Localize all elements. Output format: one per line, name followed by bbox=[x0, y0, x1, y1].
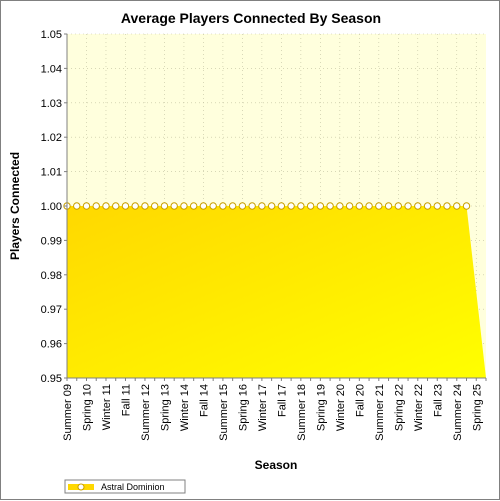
data-point bbox=[209, 202, 217, 210]
x-tick-label: Spring 25 bbox=[471, 384, 483, 431]
x-tick-label: Spring 22 bbox=[393, 384, 405, 431]
data-point bbox=[326, 202, 334, 210]
y-tick-label: 0.95 bbox=[41, 373, 62, 385]
data-point bbox=[141, 202, 149, 210]
data-point bbox=[121, 202, 130, 210]
y-tick-label: 1.00 bbox=[41, 201, 62, 213]
data-point bbox=[219, 202, 227, 210]
x-tick-label: Fall 23 bbox=[432, 384, 444, 417]
y-tick-label: 0.96 bbox=[41, 339, 62, 351]
x-tick-label: Winter 22 bbox=[413, 384, 425, 431]
data-point bbox=[238, 202, 247, 210]
data-point bbox=[384, 202, 393, 210]
y-tick-label: 0.99 bbox=[41, 235, 62, 247]
x-tick-label: Spring 13 bbox=[159, 384, 171, 431]
data-point bbox=[306, 202, 315, 210]
data-point bbox=[365, 202, 373, 210]
x-tick-label: Summer 09 bbox=[62, 384, 74, 441]
x-tick-label: Summer 21 bbox=[374, 384, 386, 441]
data-point bbox=[287, 202, 295, 210]
data-point bbox=[82, 202, 91, 210]
x-tick-label: Spring 19 bbox=[315, 384, 327, 431]
data-point bbox=[297, 202, 305, 210]
legend-marker bbox=[77, 483, 85, 491]
data-point bbox=[189, 202, 198, 210]
data-point bbox=[73, 202, 81, 210]
y-tick-label: 0.97 bbox=[41, 304, 62, 316]
data-point bbox=[316, 202, 325, 210]
y-tick-labels: 0.95 0.96 0.97 0.98 0.99 1.00 1.01 1.02 1.03 1.04… bbox=[41, 29, 67, 385]
x-tick-label: Summer 12 bbox=[140, 384, 152, 441]
data-point bbox=[180, 202, 188, 210]
data-point bbox=[375, 202, 383, 210]
data-point bbox=[394, 202, 403, 210]
x-tick-label: Winter 14 bbox=[179, 384, 191, 431]
y-tick-label: 1.02 bbox=[41, 132, 62, 144]
data-point bbox=[267, 202, 276, 210]
legend-box bbox=[64, 479, 186, 494]
x-tick-label: Fall 17 bbox=[276, 384, 288, 417]
x-tick-label: Fall 20 bbox=[354, 384, 366, 417]
x-tick-label: Spring 10 bbox=[81, 384, 93, 431]
x-axis-label: Season bbox=[255, 458, 298, 472]
x-tick-label: Fall 11 bbox=[120, 384, 132, 416]
data-point bbox=[414, 202, 422, 210]
data-point bbox=[131, 202, 139, 210]
y-tick-label: 0.98 bbox=[41, 270, 62, 282]
x-tick-labels: Summer 09 Spring 10 Winter 11 Fall 11 Summer… bbox=[62, 378, 487, 441]
x-tick-label: Spring 16 bbox=[237, 384, 249, 431]
data-point bbox=[345, 202, 354, 210]
y-tick-label: 1.01 bbox=[41, 167, 62, 179]
x-tick-label: Winter 20 bbox=[335, 384, 347, 431]
x-tick-label: Winter 11 bbox=[101, 384, 113, 430]
y-axis-label: Players Connected bbox=[8, 152, 22, 260]
data-point bbox=[112, 202, 120, 210]
x-tick-label: Fall 14 bbox=[198, 384, 210, 417]
data-point bbox=[160, 202, 169, 210]
x-tick-label: Summer 24 bbox=[452, 384, 464, 441]
data-point bbox=[199, 202, 208, 210]
data-point bbox=[150, 202, 159, 210]
data-point bbox=[336, 202, 344, 210]
series-area-astral-dominion bbox=[67, 206, 486, 378]
data-point bbox=[277, 202, 286, 210]
data-point bbox=[462, 202, 471, 210]
data-point bbox=[433, 202, 441, 210]
data-point bbox=[102, 202, 110, 210]
data-point bbox=[453, 202, 461, 210]
data-point bbox=[258, 202, 266, 210]
legend-label: Astral Dominion bbox=[101, 482, 165, 492]
data-point bbox=[170, 202, 178, 210]
x-tick-label: Summer 15 bbox=[218, 384, 230, 441]
y-tick-label: 1.04 bbox=[41, 63, 62, 75]
data-point bbox=[404, 202, 412, 210]
data-point bbox=[92, 202, 100, 210]
y-tick-label: 1.05 bbox=[41, 29, 62, 41]
data-point bbox=[355, 202, 364, 210]
data-point bbox=[423, 202, 432, 210]
y-tick-label: 1.03 bbox=[41, 98, 62, 110]
data-point bbox=[443, 202, 451, 210]
x-tick-label: Summer 18 bbox=[296, 384, 308, 441]
legend: Astral Dominion bbox=[64, 479, 186, 494]
x-tick-label: Winter 17 bbox=[257, 384, 269, 431]
series-markers bbox=[63, 202, 471, 210]
chart-title: Average Players Connected By Season bbox=[121, 10, 381, 26]
data-point bbox=[228, 202, 237, 210]
data-point bbox=[248, 202, 256, 210]
